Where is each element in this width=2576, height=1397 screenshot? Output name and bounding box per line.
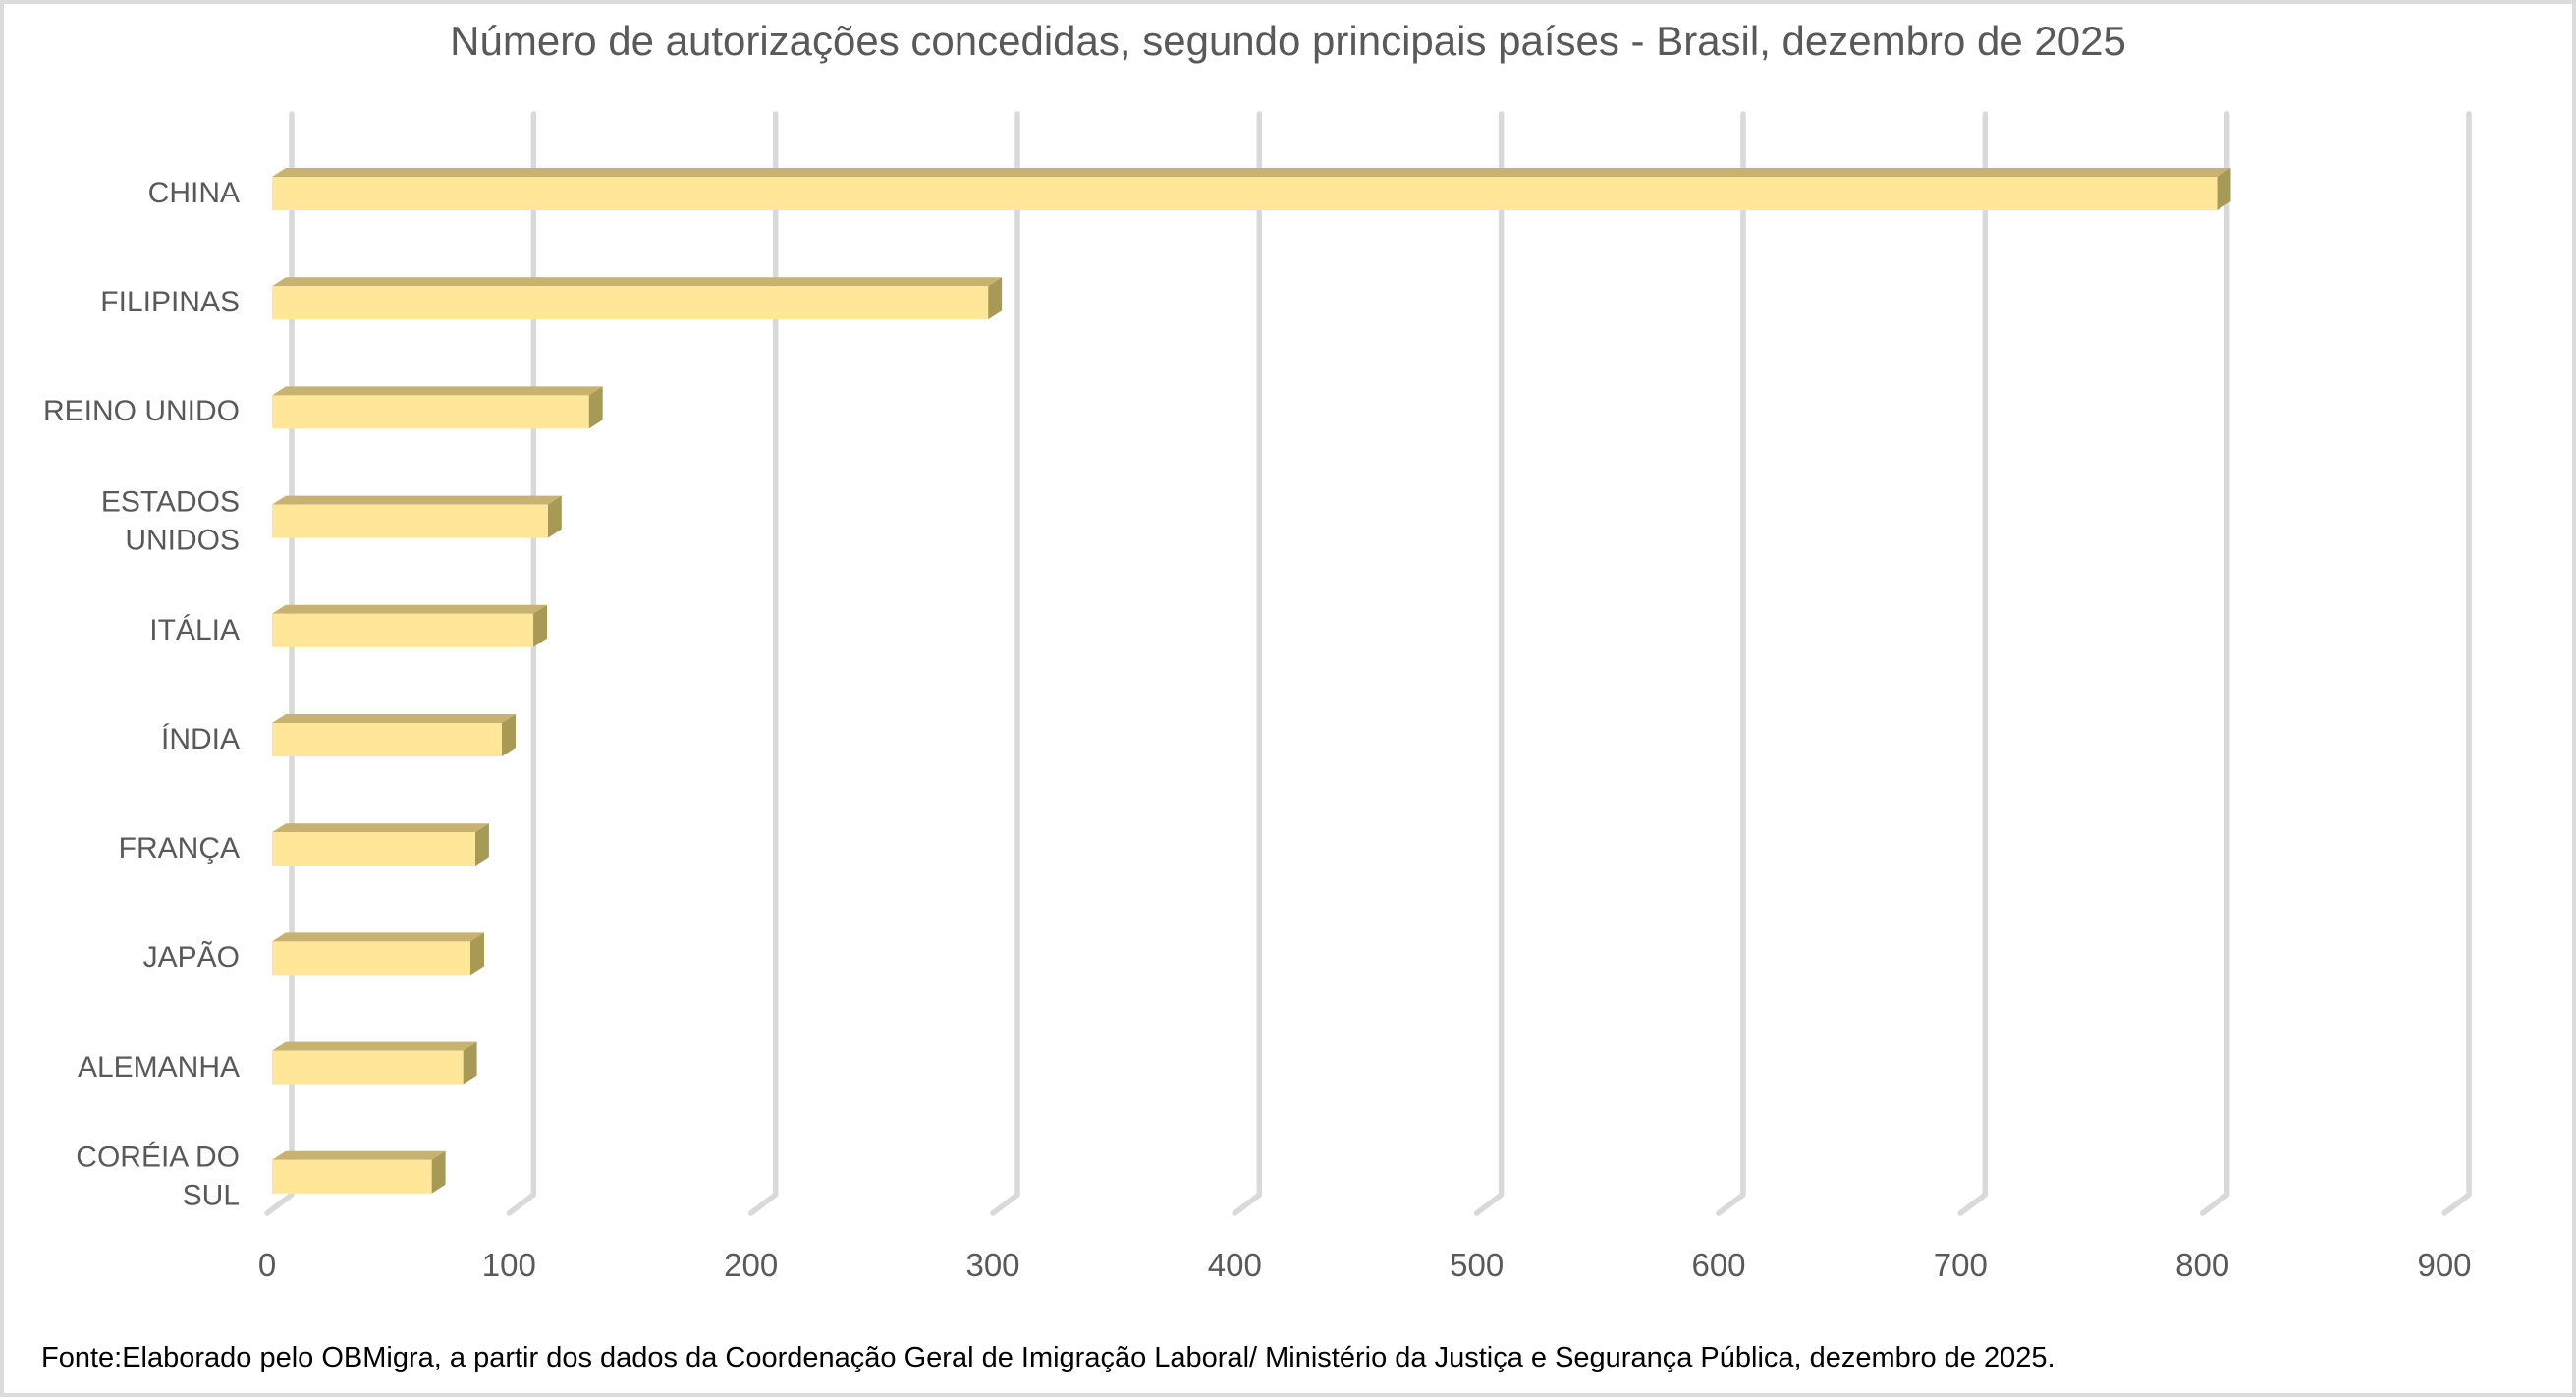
x-tick-500: 500 [1450,1247,1504,1283]
category-label-italia: ITÁLIA [149,614,240,646]
bar-face [272,395,589,429]
bar-end-bevel [2217,168,2231,210]
bar-top-bevel [272,714,517,723]
bar-top-bevel [272,168,2231,177]
x-tick-900: 900 [2417,1247,2471,1283]
bar-franca [272,823,489,866]
category-label-coreia-do-sul: CORÉIA DO SUL [76,1141,240,1212]
bar-japao [272,932,484,976]
source-note: Fonte:Elaborado pelo OBMigra, a partir d… [41,1342,2055,1373]
gridline-400 [1232,111,1263,1216]
gridline-200 [747,111,779,1216]
bar-top-bevel [272,277,1003,287]
bar-end-bevel [463,1041,477,1085]
bar-reino-unido [272,386,603,429]
gridline-800 [2199,111,2230,1216]
bar-alemanha [272,1041,477,1085]
category-label-reino-unido: REINO UNIDO [42,395,240,428]
bar-face [272,1159,432,1194]
x-tick-200: 200 [724,1247,778,1283]
bar-end-bevel [469,932,484,976]
bar-end-bevel [533,604,548,647]
bar-top-bevel [272,386,603,396]
bar-face [272,941,470,976]
bar-face [272,286,989,320]
x-tick-0: 0 [258,1247,276,1283]
category-label-japao: JAPÃO [142,941,240,975]
bar-china [272,168,2231,210]
bar-top-bevel [272,1041,477,1051]
bar-end-bevel [588,386,603,429]
bar-face [272,832,475,866]
gridline-300 [990,111,1020,1216]
x-tick-400: 400 [1208,1247,1262,1283]
x-tick-800: 800 [2175,1247,2229,1283]
bar-top-bevel [272,932,484,942]
bar-face [272,613,534,647]
bar-face [272,723,503,756]
bar-face [272,1050,464,1085]
x-tick-100: 100 [482,1247,536,1283]
gridline-700 [1957,111,1989,1216]
bar-end-bevel [474,823,489,866]
bar-top-bevel [272,823,489,833]
bar-end-bevel [547,495,562,538]
bar-top-bevel [272,1150,446,1160]
bar-face [272,177,2218,210]
bar-top-bevel [272,495,562,505]
bar-face [272,504,548,538]
gridline-100 [506,111,537,1216]
gridline-600 [1716,111,1746,1216]
bar-end-bevel [431,1150,446,1194]
plot-area: 0 100 200 300 400 500 600 700 800 900 [258,111,2472,1283]
category-label-india: ÍNDIA [160,723,240,756]
x-tick-700: 700 [1934,1247,1988,1283]
x-tick-300: 300 [965,1247,1019,1283]
bar-coreia-do-sul [272,1150,446,1194]
bar-estados-unidos [272,495,562,538]
bar-filipinas [272,277,1003,320]
category-label-estados-unidos: ESTADOS UNIDOS [100,485,240,557]
category-label-alemanha: ALEMANHA [77,1050,240,1084]
gridline-500 [1473,111,1505,1216]
category-label-franca: FRANÇA [118,832,240,866]
x-tick-600: 600 [1691,1247,1745,1283]
bar-india [272,714,517,756]
category-label-filipinas: FILIPINAS [100,286,240,319]
bar-italia [272,604,548,647]
category-label-china: CHINA [147,177,240,210]
gridline-900 [2441,111,2472,1216]
chart-title: Número de autorizações concedidas, segun… [450,18,2126,64]
bar-end-bevel [502,714,517,756]
bar-top-bevel [272,604,548,614]
gridline-0 [264,111,295,1216]
bar-end-bevel [988,277,1003,320]
